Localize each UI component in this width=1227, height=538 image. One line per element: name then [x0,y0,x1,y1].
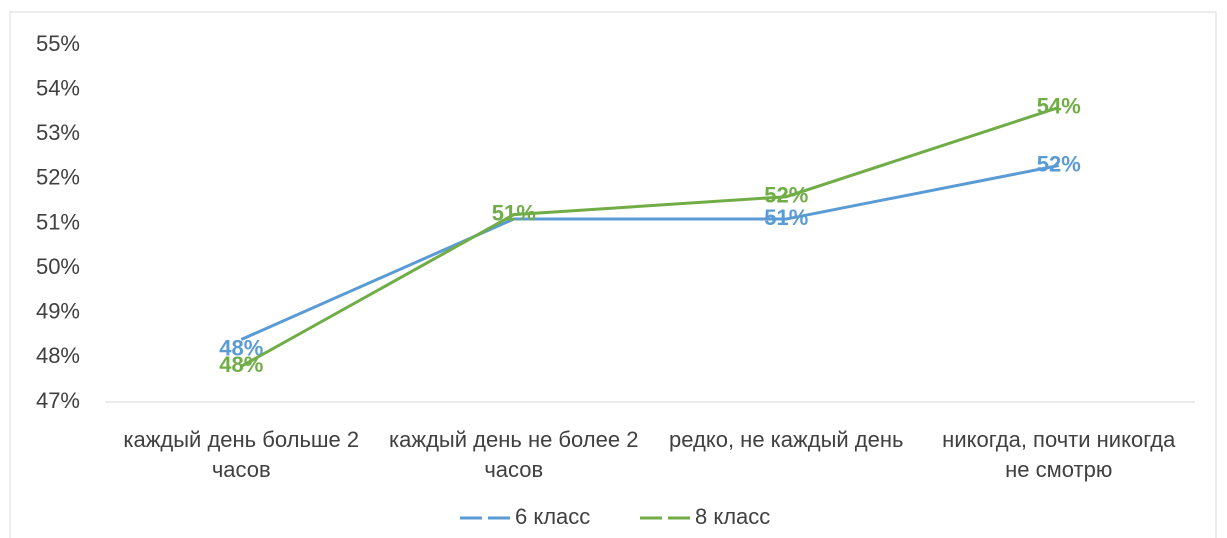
chart-border [9,11,1217,538]
data-label: 54% [1037,93,1081,118]
x-tick-label: никогда, почти никогда не смотрю [942,427,1176,482]
data-label: 51% [764,205,808,230]
y-tick-label: 52% [36,165,80,190]
y-tick-label: 48% [36,343,80,368]
y-tick-label: 51% [36,209,80,234]
x-tick-label: каждый день не более 2 часов [389,427,639,482]
data-label: 52% [764,183,808,208]
data-label: 51% [492,200,536,225]
y-tick-label: 47% [36,388,80,413]
y-tick-label: 50% [36,254,80,279]
y-tick-label: 55% [36,31,80,56]
series-line [240,164,1060,341]
x-tick-label: редко, не каждый день [669,427,904,452]
y-tick-label: 54% [36,75,80,100]
data-label: 48% [219,352,263,377]
data-label: 48% [219,335,263,360]
x-tick-label: каждый день больше 2 часов [123,427,360,482]
data-label: 52% [1037,151,1081,176]
y-tick-label: 49% [36,299,80,324]
legend-label: 8 класс [695,504,770,529]
y-tick-label: 53% [36,120,80,145]
legend-label: 6 класс [515,504,590,529]
series-line [240,106,1060,368]
